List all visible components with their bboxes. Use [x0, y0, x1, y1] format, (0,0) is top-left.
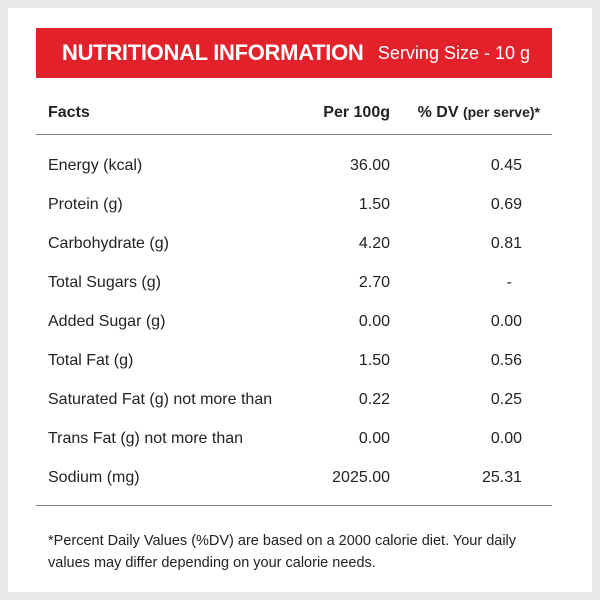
table-row: Carbohydrate (g) 4.20 0.81 — [36, 223, 552, 262]
table-header: Facts Per 100g % DV (per serve)* — [36, 100, 552, 126]
table-row: Energy (kcal) 36.00 0.45 — [36, 145, 552, 184]
nutrition-rows: Energy (kcal) 36.00 0.45 Protein (g) 1.5… — [36, 145, 552, 496]
dv-value: 0.45 — [490, 157, 522, 174]
nutrient-name: Protein (g) — [48, 196, 123, 213]
nutrient-name: Total Sugars (g) — [48, 274, 161, 291]
table-row: Trans Fat (g) not more than 0.00 0.00 — [36, 418, 552, 457]
nutrient-name: Total Fat (g) — [48, 352, 134, 369]
per-100g-value: 0.22 — [358, 391, 390, 408]
per-100g-value: 2.70 — [358, 274, 390, 291]
header-divider — [36, 134, 552, 135]
footer-divider — [36, 505, 552, 506]
header-facts: Facts — [48, 104, 90, 121]
dv-value: - — [506, 274, 512, 291]
per-100g-value: 1.50 — [358, 352, 390, 369]
nutrition-banner: NUTRITIONAL INFORMATION Serving Size - 1… — [36, 28, 552, 78]
nutrient-name: Saturated Fat (g) not more than — [48, 391, 273, 408]
dv-value: 0.00 — [490, 313, 522, 330]
banner-title: NUTRITIONAL INFORMATION — [62, 40, 364, 65]
per-100g-value: 0.00 — [358, 430, 390, 447]
nutrient-name: Trans Fat (g) not more than — [48, 430, 244, 447]
dv-value: 0.69 — [490, 196, 522, 213]
table-row: Sodium (mg) 2025.00 25.31 — [36, 457, 552, 496]
table-row: Total Sugars (g) 2.70 - — [36, 262, 552, 301]
nutrient-name: Sodium (mg) — [48, 469, 140, 486]
dv-value: 0.25 — [490, 391, 522, 408]
nutrient-name: Energy (kcal) — [48, 157, 143, 174]
footnote: *Percent Daily Values (%DV) are based on… — [48, 533, 517, 571]
per-100g-value: 2025.00 — [332, 469, 390, 486]
per-100g-value: 36.00 — [349, 157, 390, 174]
serving-size: Serving Size - 10 g — [377, 43, 530, 63]
dv-value: 25.31 — [481, 469, 522, 486]
nutrition-card — [8, 8, 592, 592]
header-dv-main: % DV — [417, 104, 459, 121]
table-row: Protein (g) 1.50 0.69 — [36, 184, 552, 223]
dv-value: 0.81 — [490, 235, 522, 252]
dv-value: 0.56 — [490, 352, 522, 369]
per-100g-value: 1.50 — [358, 196, 390, 213]
header-dv-sub: (per serve)* — [462, 104, 540, 120]
per-100g-value: 0.00 — [358, 313, 390, 330]
table-row: Saturated Fat (g) not more than 0.22 0.2… — [36, 379, 552, 418]
table-row: Added Sugar (g) 0.00 0.00 — [36, 301, 552, 340]
dv-value: 0.00 — [490, 430, 522, 447]
per-100g-value: 4.20 — [358, 235, 390, 252]
nutrient-name: Carbohydrate (g) — [48, 235, 169, 252]
nutrient-name: Added Sugar (g) — [48, 313, 166, 330]
table-row: Total Fat (g) 1.50 0.56 — [36, 340, 552, 379]
header-per-100g: Per 100g — [323, 104, 390, 121]
header-dv: % DV (per serve)* — [418, 104, 540, 122]
